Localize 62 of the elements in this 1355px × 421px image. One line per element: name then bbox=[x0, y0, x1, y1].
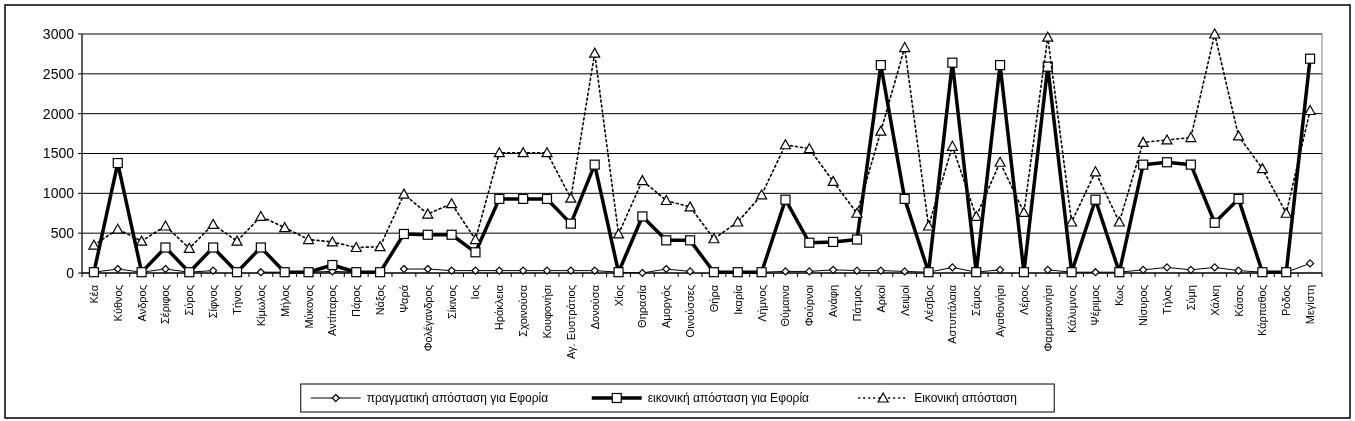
x-tick-label: Τήνος bbox=[231, 285, 243, 315]
x-tick-label: Νάξος bbox=[374, 285, 387, 316]
x-tick-label: Φολέγανδρος bbox=[421, 285, 434, 352]
x-tick-label: Κέα bbox=[87, 284, 100, 304]
x-tick-label: Σύμη bbox=[1184, 285, 1197, 311]
y-tick-label: 1000 bbox=[42, 185, 75, 202]
x-tick-label: Σίφνος bbox=[207, 285, 220, 319]
y-tick-label: 2500 bbox=[42, 65, 75, 82]
x-tick-label: Λήμνος bbox=[755, 285, 768, 322]
x-tick-label: Μεγίστη bbox=[1304, 285, 1317, 325]
x-tick-label: Σέριφος bbox=[159, 285, 172, 324]
x-tick-label: Κάσος bbox=[1232, 285, 1245, 317]
x-tick-label: Ψέριμος bbox=[1089, 285, 1102, 326]
y-tick-label: 1500 bbox=[42, 145, 75, 162]
x-tick-label: Ρόδος bbox=[1280, 285, 1293, 316]
x-tick-label: Πάτμος bbox=[851, 285, 863, 322]
x-tick-label: Μήλος bbox=[278, 285, 291, 318]
y-tick-label: 500 bbox=[50, 225, 75, 242]
x-tick-label: Οινούσσες bbox=[684, 285, 697, 338]
x-tick-label: Σύρος bbox=[183, 285, 196, 316]
x-tick-label: Φούρνοι bbox=[803, 284, 816, 327]
x-tick-label: Ηράκλεια bbox=[493, 284, 506, 331]
x-tick-label: Λέρος bbox=[1017, 285, 1030, 315]
y-tick-label: 2000 bbox=[42, 105, 75, 122]
x-tick-label: Φαρμακονήσι bbox=[1041, 284, 1054, 352]
x-tick-label: Ιος bbox=[469, 285, 482, 300]
x-tick-label: Ψαρά bbox=[397, 284, 410, 313]
x-tick-label: Σχοινούσα bbox=[517, 284, 530, 337]
x-tick-label: Ικαρία bbox=[731, 284, 744, 315]
x-tick-label: Κουφονήσι bbox=[541, 284, 553, 339]
x-tick-label: Σάμος bbox=[970, 285, 983, 316]
x-tick-label: Λειψοί bbox=[898, 284, 911, 317]
x-tick-label: Αγαθονήσι bbox=[994, 284, 1007, 338]
x-tick-label: Χίος bbox=[612, 285, 625, 307]
legend-label: Εικονική απόσταση bbox=[914, 391, 1017, 406]
legend-label: εικονική απόσταση για Εφορία bbox=[647, 391, 810, 406]
x-tick-label: Αρκοί bbox=[874, 284, 887, 313]
x-tick-label: Θηρασία bbox=[636, 284, 649, 328]
x-tick-label: Κύθνος bbox=[111, 285, 124, 322]
x-tick-label: Θήρα bbox=[707, 284, 720, 313]
x-tick-label: Αντίπαρος bbox=[326, 285, 339, 336]
x-tick-label: Κίμωλος bbox=[254, 285, 267, 327]
x-tick-label: Τήλος bbox=[1161, 285, 1173, 315]
x-tick-label: Αστυπάλαια bbox=[946, 284, 959, 344]
x-tick-label: Σίκινος bbox=[445, 285, 458, 320]
y-tick-label: 3000 bbox=[42, 25, 75, 42]
x-tick-label: Αμοργός bbox=[660, 285, 673, 328]
x-tick-label: Μύκονος bbox=[302, 285, 315, 329]
x-tick-label: Αγ. Ευστράτιος bbox=[564, 285, 577, 360]
x-tick-label: Ανάφη bbox=[827, 285, 840, 318]
x-tick-label: Λέσβος bbox=[922, 285, 935, 322]
x-tick-label: Θύμαινα bbox=[779, 284, 792, 327]
x-tick-label: Δονούσα bbox=[588, 284, 601, 330]
x-tick-label: Κως bbox=[1113, 285, 1126, 307]
x-tick-label: Ανδρος bbox=[135, 285, 148, 322]
x-tick-label: Χάλκη bbox=[1208, 285, 1221, 316]
x-tick-label: Κάλυμνος bbox=[1065, 285, 1078, 334]
x-tick-label: Κάρπαθος bbox=[1256, 285, 1269, 336]
x-tick-label: Πάρος bbox=[350, 285, 363, 317]
y-tick-label: 0 bbox=[66, 264, 75, 281]
x-tick-label: Νίσυρος bbox=[1137, 285, 1150, 326]
legend-label: πραγματική απόσταση για Εφορία bbox=[366, 391, 549, 406]
